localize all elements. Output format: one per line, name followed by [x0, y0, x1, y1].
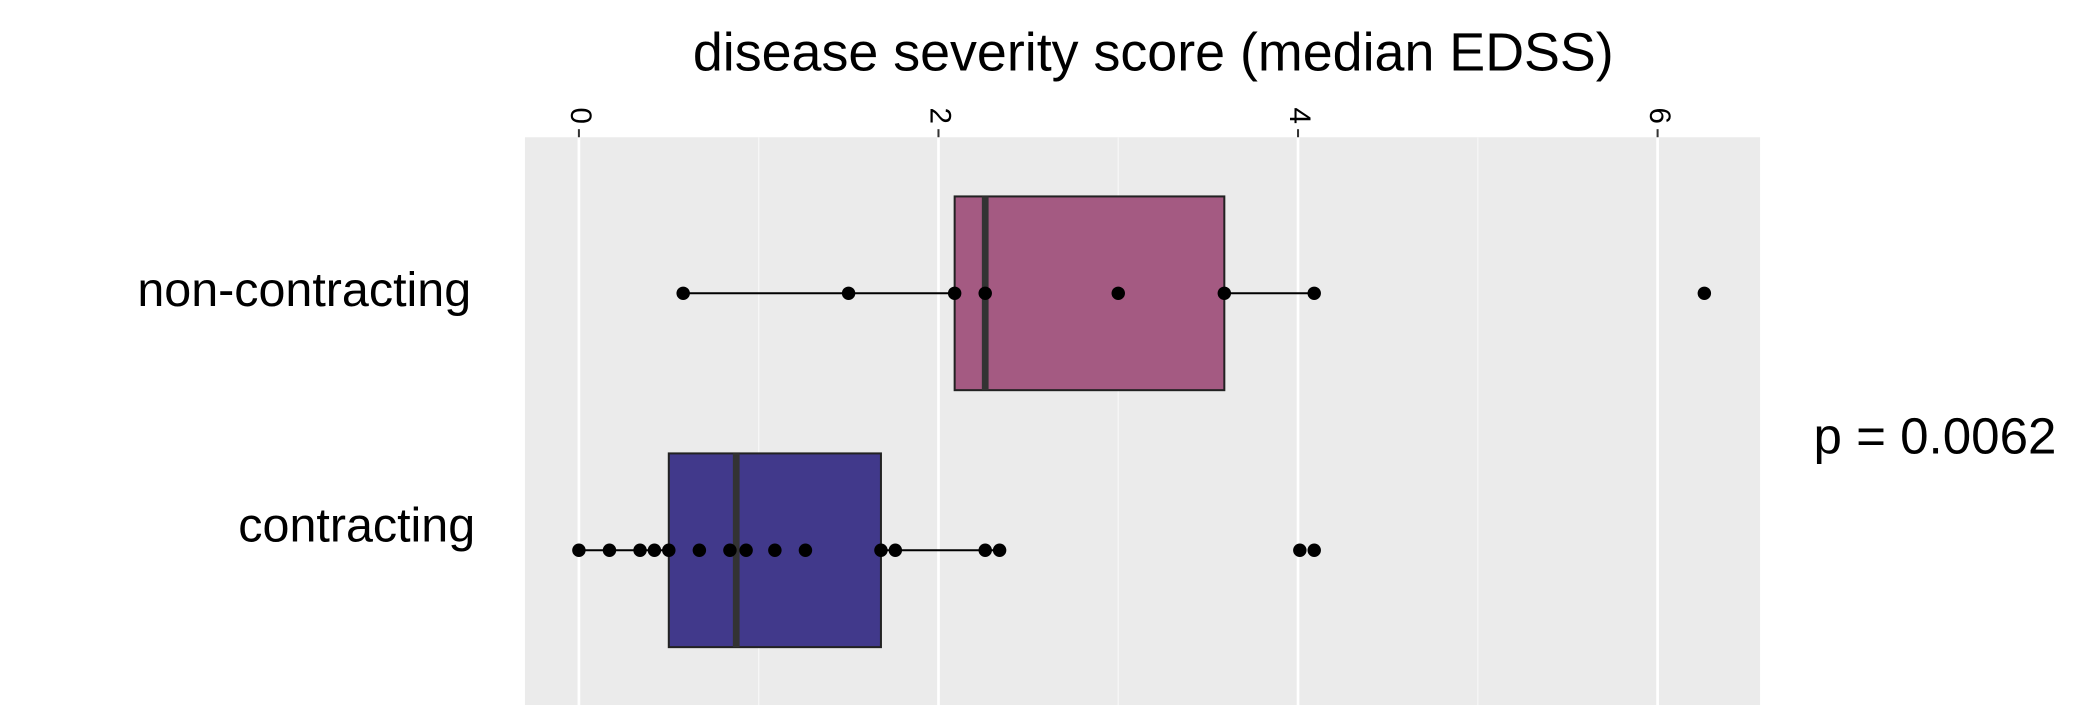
annotation: p = 0.0062 [1813, 407, 2056, 464]
point [602, 543, 617, 558]
point [978, 543, 992, 558]
point [841, 286, 856, 301]
point [874, 543, 888, 558]
point [662, 543, 676, 558]
point [1307, 286, 1321, 301]
point [723, 543, 737, 558]
x-tick-label: 2 [924, 107, 957, 123]
point [1217, 286, 1232, 301]
x-tick-label: 4 [1283, 107, 1316, 123]
box [953, 195, 1226, 392]
point [1293, 543, 1307, 558]
point [978, 286, 992, 301]
point [888, 543, 903, 558]
point [676, 286, 690, 301]
point [647, 543, 662, 558]
x-tick-label: 6 [1643, 107, 1676, 123]
y-tick-label: non-contracting [137, 263, 471, 317]
point [1697, 286, 1712, 301]
point [992, 543, 1007, 558]
y-tick-label: contracting [238, 499, 475, 553]
x-tick-label: 0 [564, 107, 597, 123]
point [1307, 543, 1321, 558]
point [692, 543, 707, 558]
point [768, 543, 782, 558]
point [1111, 286, 1125, 301]
point [798, 543, 813, 558]
point [572, 543, 586, 558]
point [947, 286, 962, 301]
chart-title: disease severity score (median EDSS) [693, 23, 1614, 83]
point [739, 543, 753, 558]
point [633, 543, 647, 558]
